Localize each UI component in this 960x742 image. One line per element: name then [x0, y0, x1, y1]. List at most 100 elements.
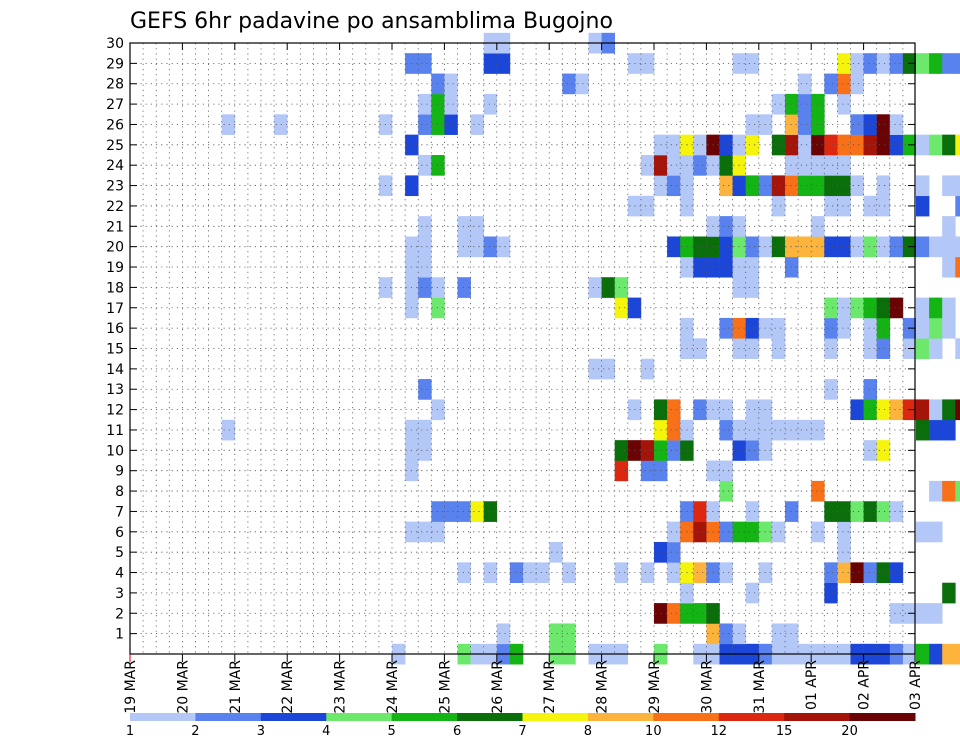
- heatmap-cell: [916, 195, 930, 217]
- colorbar-swatch: [587, 713, 654, 721]
- heatmap-cell: [824, 73, 838, 95]
- colorbar-swatch: [130, 713, 196, 721]
- colorbar-label: 1: [126, 724, 134, 739]
- y-tick-label: 22: [106, 199, 124, 215]
- heatmap-cell: [470, 216, 484, 237]
- heatmap-cell: [916, 338, 930, 359]
- heatmap-cell: [942, 643, 956, 665]
- heatmap-cell: [889, 53, 904, 74]
- heatmap-cell: [929, 603, 943, 624]
- heatmap-cell: [916, 643, 930, 665]
- heatmap-cell: [457, 216, 471, 237]
- heatmap-cell: [863, 195, 877, 217]
- heatmap-cell: [929, 419, 943, 441]
- heatmap-cell: [693, 338, 707, 359]
- heatmap-cell: [850, 73, 864, 95]
- heatmap-cell: [221, 419, 236, 441]
- heatmap-cell: [824, 297, 838, 319]
- heatmap-cell: [929, 338, 943, 359]
- heatmap-cell: [942, 256, 956, 278]
- heatmap-cell: [693, 399, 707, 421]
- heatmap-cell: [876, 134, 891, 156]
- heatmap-cell: [562, 623, 576, 645]
- colorbar-legend: 1 2 3 4 5 6 7 8 10 12 15 20: [126, 713, 916, 739]
- heatmap-cell: [837, 521, 851, 543]
- heatmap-cell: [667, 440, 681, 461]
- heatmap-cell: [876, 175, 891, 197]
- heatmap-cell: [929, 134, 943, 156]
- heatmap-cell: [745, 114, 760, 135]
- heatmap-cell: [916, 317, 930, 339]
- heatmap-cell: [850, 134, 864, 156]
- heatmap-cell: [719, 236, 733, 258]
- heatmap-cell: [929, 297, 943, 319]
- colorbar-swatch: [849, 713, 916, 721]
- heatmap-cell: [693, 501, 707, 522]
- heatmap-cell: [693, 603, 707, 624]
- x-tick-label: 30 MAR: [699, 660, 715, 714]
- heatmap-cell: [837, 155, 851, 176]
- heatmap-cell: [850, 114, 864, 135]
- heatmap-cell: [824, 134, 838, 156]
- heatmap-cell: [667, 562, 681, 584]
- heatmap-cell: [745, 501, 760, 522]
- heatmap-cell: [745, 338, 760, 359]
- heatmap-cell: [745, 582, 760, 604]
- heatmap-cell: [785, 114, 799, 135]
- heatmap-cell: [418, 256, 432, 278]
- x-tick-label: 28 MAR: [595, 660, 611, 714]
- heatmap-cell: [929, 643, 943, 665]
- heatmap-cell: [719, 562, 733, 584]
- heatmap-cell: [811, 419, 825, 441]
- heatmap-cell: [811, 134, 825, 156]
- heatmap-cell: [562, 73, 576, 95]
- heatmap-cell: [929, 399, 943, 421]
- heatmap-cell: [614, 460, 629, 482]
- y-tick-label: 10: [106, 443, 124, 459]
- heatmap-cell: [418, 114, 432, 135]
- heatmap-cell: [837, 317, 851, 339]
- heatmap-cell: [798, 175, 812, 197]
- heatmap-cell: [798, 114, 812, 135]
- heatmap-cell: [771, 317, 786, 339]
- heatmap-cell: [929, 480, 943, 502]
- heatmap-cell: [418, 277, 432, 298]
- heatmap-cell: [418, 521, 432, 543]
- heatmap-cell: [470, 114, 484, 135]
- colorbar-label: 15: [776, 724, 793, 739]
- heatmap-cell: [614, 297, 629, 319]
- heatmap-cell: [942, 317, 956, 339]
- heatmap-cell: [418, 419, 432, 441]
- y-tick-label: 24: [106, 158, 124, 174]
- heatmap-cell: [942, 236, 956, 258]
- heatmap-cell: [785, 236, 799, 258]
- heatmap-cell: [693, 256, 707, 278]
- heatmap-cell: [929, 521, 943, 543]
- y-tick-label: 21: [106, 219, 124, 235]
- heatmap-cell: [824, 379, 838, 400]
- y-tick-label: 2: [115, 606, 124, 622]
- heatmap-cell: [837, 501, 851, 522]
- heatmap-cell: [798, 93, 812, 115]
- heatmap-cell: [745, 277, 760, 298]
- heatmap-cell: [837, 134, 851, 156]
- y-tick-label: 30: [106, 36, 124, 52]
- heatmap-cell: [771, 134, 786, 156]
- heatmap-cell: [719, 521, 733, 543]
- heatmap-cell: [811, 155, 825, 176]
- y-tick-label: 11: [106, 423, 124, 439]
- heatmap-cell: [496, 53, 511, 74]
- y-tick-label: 17: [106, 301, 124, 317]
- heatmap-cell: [575, 73, 589, 95]
- x-tick-label: 23 MAR: [333, 660, 349, 714]
- heatmap-cell: [719, 256, 733, 278]
- heatmap-cell: [785, 93, 799, 115]
- heatmap-cell: [863, 501, 877, 522]
- colorbar-label: 20: [841, 724, 858, 739]
- heatmap-cell: [483, 236, 498, 258]
- heatmap-cell: [418, 440, 432, 461]
- x-axis: 19 MAR 20 MAR 21 MAR 22 MAR 23 MAR 24 MAR 25 M…: [123, 43, 924, 714]
- colorbar-swatch: [522, 713, 589, 721]
- colorbar-label: 10: [645, 724, 662, 739]
- heatmap-cell: [824, 155, 838, 176]
